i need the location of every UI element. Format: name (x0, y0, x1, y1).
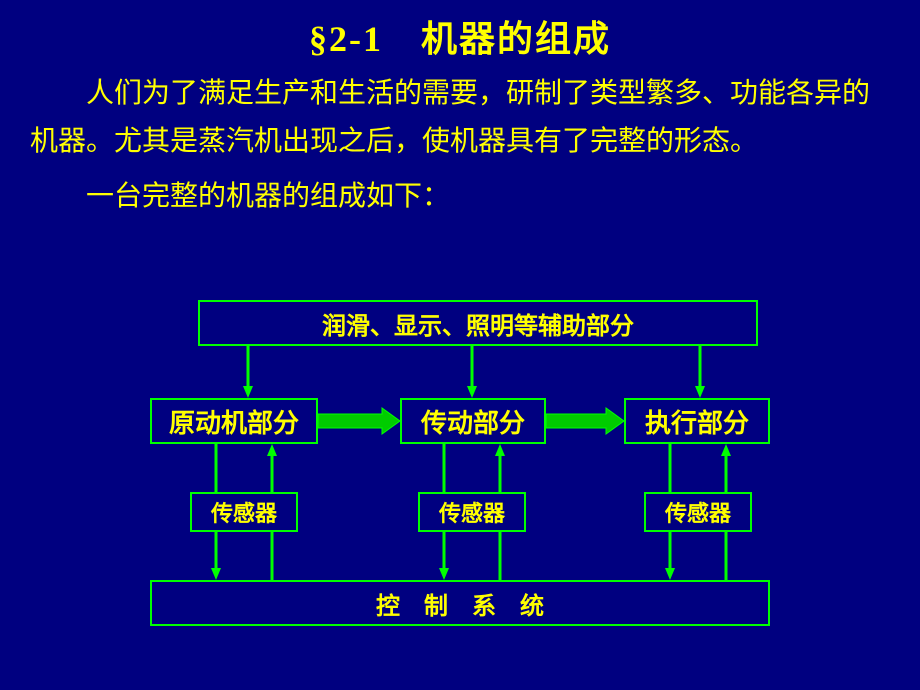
box-prime-mover: 原动机部分 (150, 398, 318, 444)
machine-composition-diagram: 润滑、显示、照明等辅助部分 原动机部分 传动部分 执行部分 传感器 传感器 传感… (0, 0, 920, 690)
box-executor: 执行部分 (624, 398, 770, 444)
box-sensor-2: 传感器 (418, 492, 526, 532)
box-auxiliary: 润滑、显示、照明等辅助部分 (198, 300, 758, 346)
box-sensor-1: 传感器 (190, 492, 298, 532)
box-transmission: 传动部分 (400, 398, 546, 444)
box-control-system: 控 制 系 统 (150, 580, 770, 626)
box-sensor-3: 传感器 (644, 492, 752, 532)
